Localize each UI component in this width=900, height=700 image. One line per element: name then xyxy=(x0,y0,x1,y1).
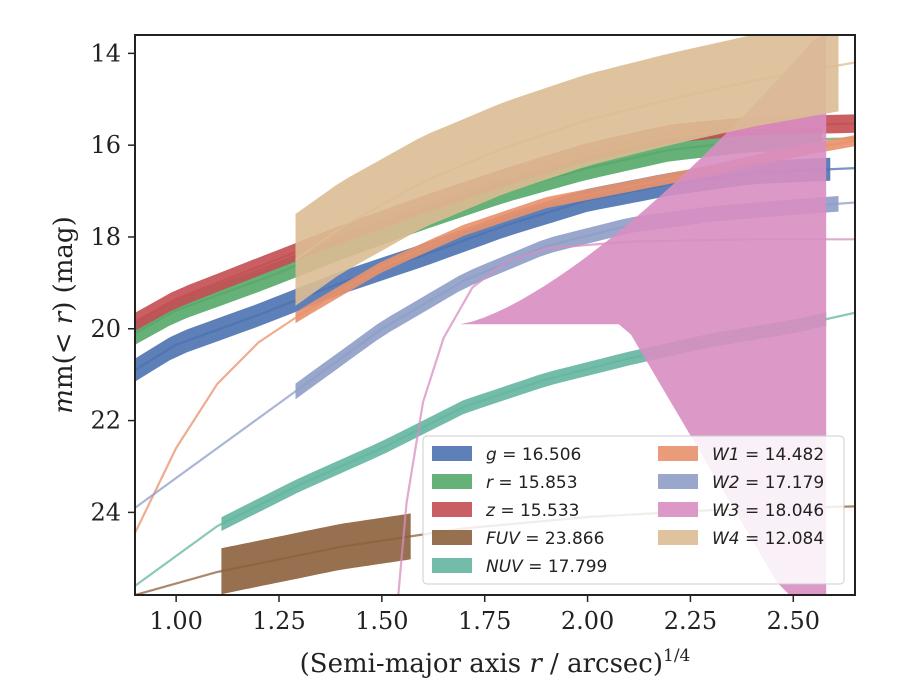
legend-swatch-g xyxy=(432,446,472,461)
legend-label-r: r = 15.853 xyxy=(486,473,578,493)
legend-label-z: z = 15.533 xyxy=(485,501,579,521)
legend: g = 16.506 r = 15.853 z = 15.533 FUV = 23.8… xyxy=(422,435,845,585)
x-tick-label: 2.00 xyxy=(561,607,614,635)
x-tick-label: 2.50 xyxy=(767,607,820,635)
x-axis-label: (Semi-major axis r / arcsec)1/4 xyxy=(300,646,691,679)
band-fuv xyxy=(221,513,411,595)
x-tick-label: 1.25 xyxy=(252,607,305,635)
legend-label-fuv: FUV = 23.866 xyxy=(486,529,604,549)
y-tick-label: 14 xyxy=(90,39,121,67)
legend-label-w1: W1 = 14.482 xyxy=(712,445,824,465)
y-tick-label: 24 xyxy=(90,498,121,526)
y-axis-label: mm(< r) (mag) xyxy=(49,216,79,413)
plot-frame xyxy=(134,34,856,596)
legend-swatch-w4 xyxy=(658,530,698,545)
legend-label-nuv: NUV = 17.799 xyxy=(486,557,607,577)
legend-swatch-w2 xyxy=(658,474,698,489)
legend-swatch-w3 xyxy=(658,502,698,517)
legend-label-g: g = 16.506 xyxy=(486,445,581,465)
band-w4 xyxy=(295,35,839,306)
legend-box xyxy=(422,435,845,585)
legend-swatch-z xyxy=(432,502,472,517)
legend-swatch-r xyxy=(432,474,472,489)
legend-label-w2: W2 = 17.179 xyxy=(712,473,824,493)
y-tick-label: 22 xyxy=(90,407,121,435)
x-tick-label: 1.50 xyxy=(355,607,408,635)
curve-w4 xyxy=(294,61,855,261)
x-tick-label: 1.75 xyxy=(458,607,511,635)
curve-w3 xyxy=(397,238,855,595)
y-tick-label: 16 xyxy=(90,131,121,159)
x-tick-label: 2.25 xyxy=(664,607,717,635)
legend-swatch-fuv xyxy=(432,530,472,545)
y-tick-label: 20 xyxy=(90,315,121,343)
y-tick-label: 18 xyxy=(90,223,121,251)
ticks-layer: 1.00 1.25 1.50 1.75 2.00 2.25 2.50 14 16 18 20 22 24 xyxy=(90,39,820,635)
legend-swatch-nuv xyxy=(432,558,472,573)
legend-swatch-w1 xyxy=(658,446,698,461)
legend-label-w3: W3 = 18.046 xyxy=(712,501,824,521)
x-tick-label: 1.00 xyxy=(149,607,202,635)
legend-label-w4: W4 = 12.084 xyxy=(712,529,824,549)
band-w2 xyxy=(295,196,839,400)
